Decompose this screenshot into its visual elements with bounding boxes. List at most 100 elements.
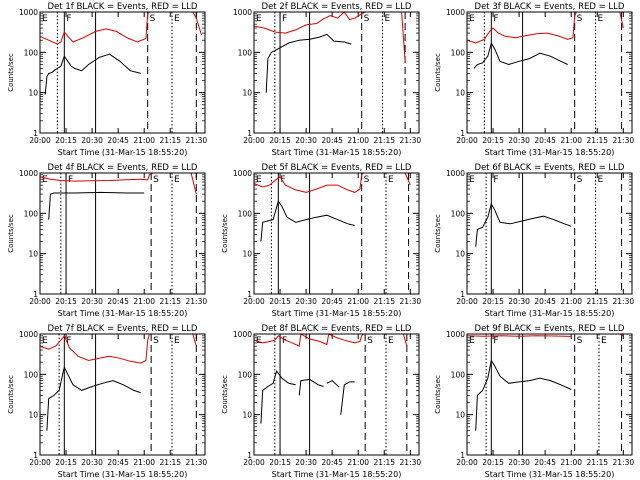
panel-7-lld-line xyxy=(39,333,150,364)
panel-8-xtick-label: 21:00 xyxy=(347,458,369,467)
panel-4-lld-line xyxy=(39,172,154,182)
panel-1-xlabel: Start Time (31-Mar-15 18:55:20) xyxy=(58,148,188,157)
panel-8-xtick-label: 20:30 xyxy=(295,458,317,467)
panel-5-xtick-label: 20:30 xyxy=(295,297,317,306)
panel-8-lld-line-tail xyxy=(402,333,408,347)
panel-6-xtick-label: 20:45 xyxy=(534,297,556,306)
panel-6-ytick-label: 10 xyxy=(455,250,465,259)
panel-9-marker-label: F xyxy=(493,336,498,346)
panel-2-ytick-label: 10 xyxy=(242,89,252,98)
panel-7-xtick-label: 21:30 xyxy=(186,458,208,467)
panel-1-ytick-label: 1 xyxy=(33,129,38,138)
panel-2-title: Det 2f BLACK = Events, RED = LLD xyxy=(262,2,412,12)
panel-3-ytick-label: 10 xyxy=(455,89,465,98)
panel-4-ytick-label: 1 xyxy=(33,290,38,299)
panel-6-xtick-label: 21:00 xyxy=(560,297,582,306)
panel-6-marker-label: S xyxy=(577,175,583,185)
panel-9-events-line xyxy=(475,359,572,431)
panel-5-marker-label: F xyxy=(280,175,285,185)
panel-7-ytick-label: 100 xyxy=(24,370,39,379)
panel-5-lld-line-tail xyxy=(404,172,411,186)
panel-2-xtick-label: 21:30 xyxy=(400,136,422,145)
panel-4: Det 4f BLACK = Events, RED = LLD Counts/s… xyxy=(7,163,207,318)
panel-3-events-line xyxy=(473,41,568,69)
panel-9-title: Det 9f BLACK = Events, RED = LLD xyxy=(475,324,625,334)
panel-9-xtick-label: 21:00 xyxy=(560,458,582,467)
panel-2-ytick-label: 1 xyxy=(247,129,252,138)
panel-4-ytick-label: 10 xyxy=(28,250,38,259)
panel-6-marker-label: E xyxy=(469,175,475,185)
panel-4-marker-label: F xyxy=(68,175,73,185)
panel-8-xtick-label: 20:45 xyxy=(321,458,343,467)
panel-4-lld-line-tail xyxy=(190,172,197,195)
panel-1-xtick-label: 21:30 xyxy=(186,136,208,145)
panel-3-marker-label: E xyxy=(469,14,475,24)
panel-7-xlabel: Start Time (31-Mar-15 18:55:20) xyxy=(58,470,188,479)
panel-4-frame xyxy=(39,172,206,295)
panel-3-xtick-label: 20:45 xyxy=(534,136,556,145)
panel-2: Det 2f BLACK = Events, RED = LLD Start Ti… xyxy=(233,2,421,157)
panel-2-marker-label: S xyxy=(364,14,370,24)
panel-3-xtick-label: 20:30 xyxy=(508,136,530,145)
panel-5-ylabel: Counts/sec xyxy=(221,214,229,253)
panel-4-xtick-label: 21:30 xyxy=(186,297,208,306)
panel-5-marker-label: S xyxy=(364,175,370,185)
panel-7-title: Det 7f BLACK = Events, RED = LLD xyxy=(48,324,198,334)
panel-1-lld-line-tail xyxy=(192,11,202,36)
panel-5-xtick-label: 20:00 xyxy=(243,297,265,306)
panel-2-xtick-label: 20:45 xyxy=(321,136,343,145)
panel-1: Det 1f BLACK = Events, RED = LLD Counts/s… xyxy=(7,2,207,157)
panel-3-ytick-label: 1000 xyxy=(446,8,465,17)
panel-1-marker-label: S xyxy=(150,14,156,24)
panel-8-ytick-label: 10 xyxy=(242,411,252,420)
panel-2-lld-line-tail xyxy=(401,11,406,62)
panel-7-xtick-label: 21:00 xyxy=(133,458,155,467)
panel-2-marker-label: E xyxy=(256,14,262,24)
panel-5-xtick-label: 20:45 xyxy=(321,297,343,306)
panel-8-marker-label: S xyxy=(367,336,373,346)
panel-5-ytick-label: 1000 xyxy=(233,169,252,178)
panel-5-xlabel: Start Time (31-Mar-15 18:55:20) xyxy=(272,309,402,318)
panel-8-xtick-label: 20:15 xyxy=(269,458,291,467)
panel-4-xtick-label: 21:00 xyxy=(133,297,155,306)
panel-1-marker-label: F xyxy=(66,14,71,24)
panel-5: Det 5f BLACK = Events, RED = LLD Counts/s… xyxy=(221,163,421,318)
panel-1-ytick-label: 10 xyxy=(28,89,38,98)
panel-5-xtick-label: 21:15 xyxy=(373,297,395,306)
panel-1-xtick-label: 20:15 xyxy=(55,136,77,145)
panel-4-ylabel: Counts/sec xyxy=(7,214,15,253)
panel-8-xtick-label: 21:15 xyxy=(373,458,395,467)
panel-7-events-line xyxy=(46,365,141,431)
panel-5-title: Det 5f BLACK = Events, RED = LLD xyxy=(262,163,412,173)
panel-7-xtick-label: 20:45 xyxy=(107,458,129,467)
panel-6-ytick-label: 100 xyxy=(451,209,466,218)
panel-9-ytick-label: 1000 xyxy=(446,330,465,339)
panel-9-xtick-label: 21:30 xyxy=(613,458,635,467)
panel-6-ytick-label: 1 xyxy=(460,290,465,299)
panel-9-frame xyxy=(466,333,633,456)
panel-8-frame xyxy=(253,333,420,456)
panel-4-xlabel: Start Time (31-Mar-15 18:55:20) xyxy=(58,309,188,318)
panel-3-frame xyxy=(466,11,633,134)
panel-4-events-line xyxy=(48,191,145,220)
panel-3-xtick-label: 20:15 xyxy=(482,136,504,145)
panel-7-marker-label: E xyxy=(42,336,48,346)
panel-1-title: Det 1f BLACK = Events, RED = LLD xyxy=(48,2,198,12)
panel-4-xtick-label: 21:15 xyxy=(159,297,181,306)
panel-8-lld-line xyxy=(253,333,364,347)
panel-3: Det 3f BLACK = Events, RED = LLD Counts/s… xyxy=(434,2,634,157)
panel-8-events-line-segment xyxy=(326,379,340,388)
panel-1-lld-line xyxy=(39,11,150,45)
panel-1-xtick-label: 20:00 xyxy=(29,136,51,145)
panel-2-xtick-label: 20:30 xyxy=(295,136,317,145)
panel-8-title: Det 8f BLACK = Events, RED = LLD xyxy=(262,324,412,334)
panel-5-lld-line xyxy=(253,172,364,193)
panel-5-events-line xyxy=(260,200,355,242)
panel-3-lld-line xyxy=(466,11,577,44)
panel-7-xtick-label: 20:30 xyxy=(81,458,103,467)
panel-2-xlabel: Start Time (31-Mar-15 18:55:20) xyxy=(272,148,402,157)
panel-7-marker-label: F xyxy=(66,336,71,346)
panel-2-xtick-label: 21:15 xyxy=(373,136,395,145)
panel-3-marker-label: S xyxy=(577,14,583,24)
panel-2-xtick-label: 21:00 xyxy=(347,136,369,145)
